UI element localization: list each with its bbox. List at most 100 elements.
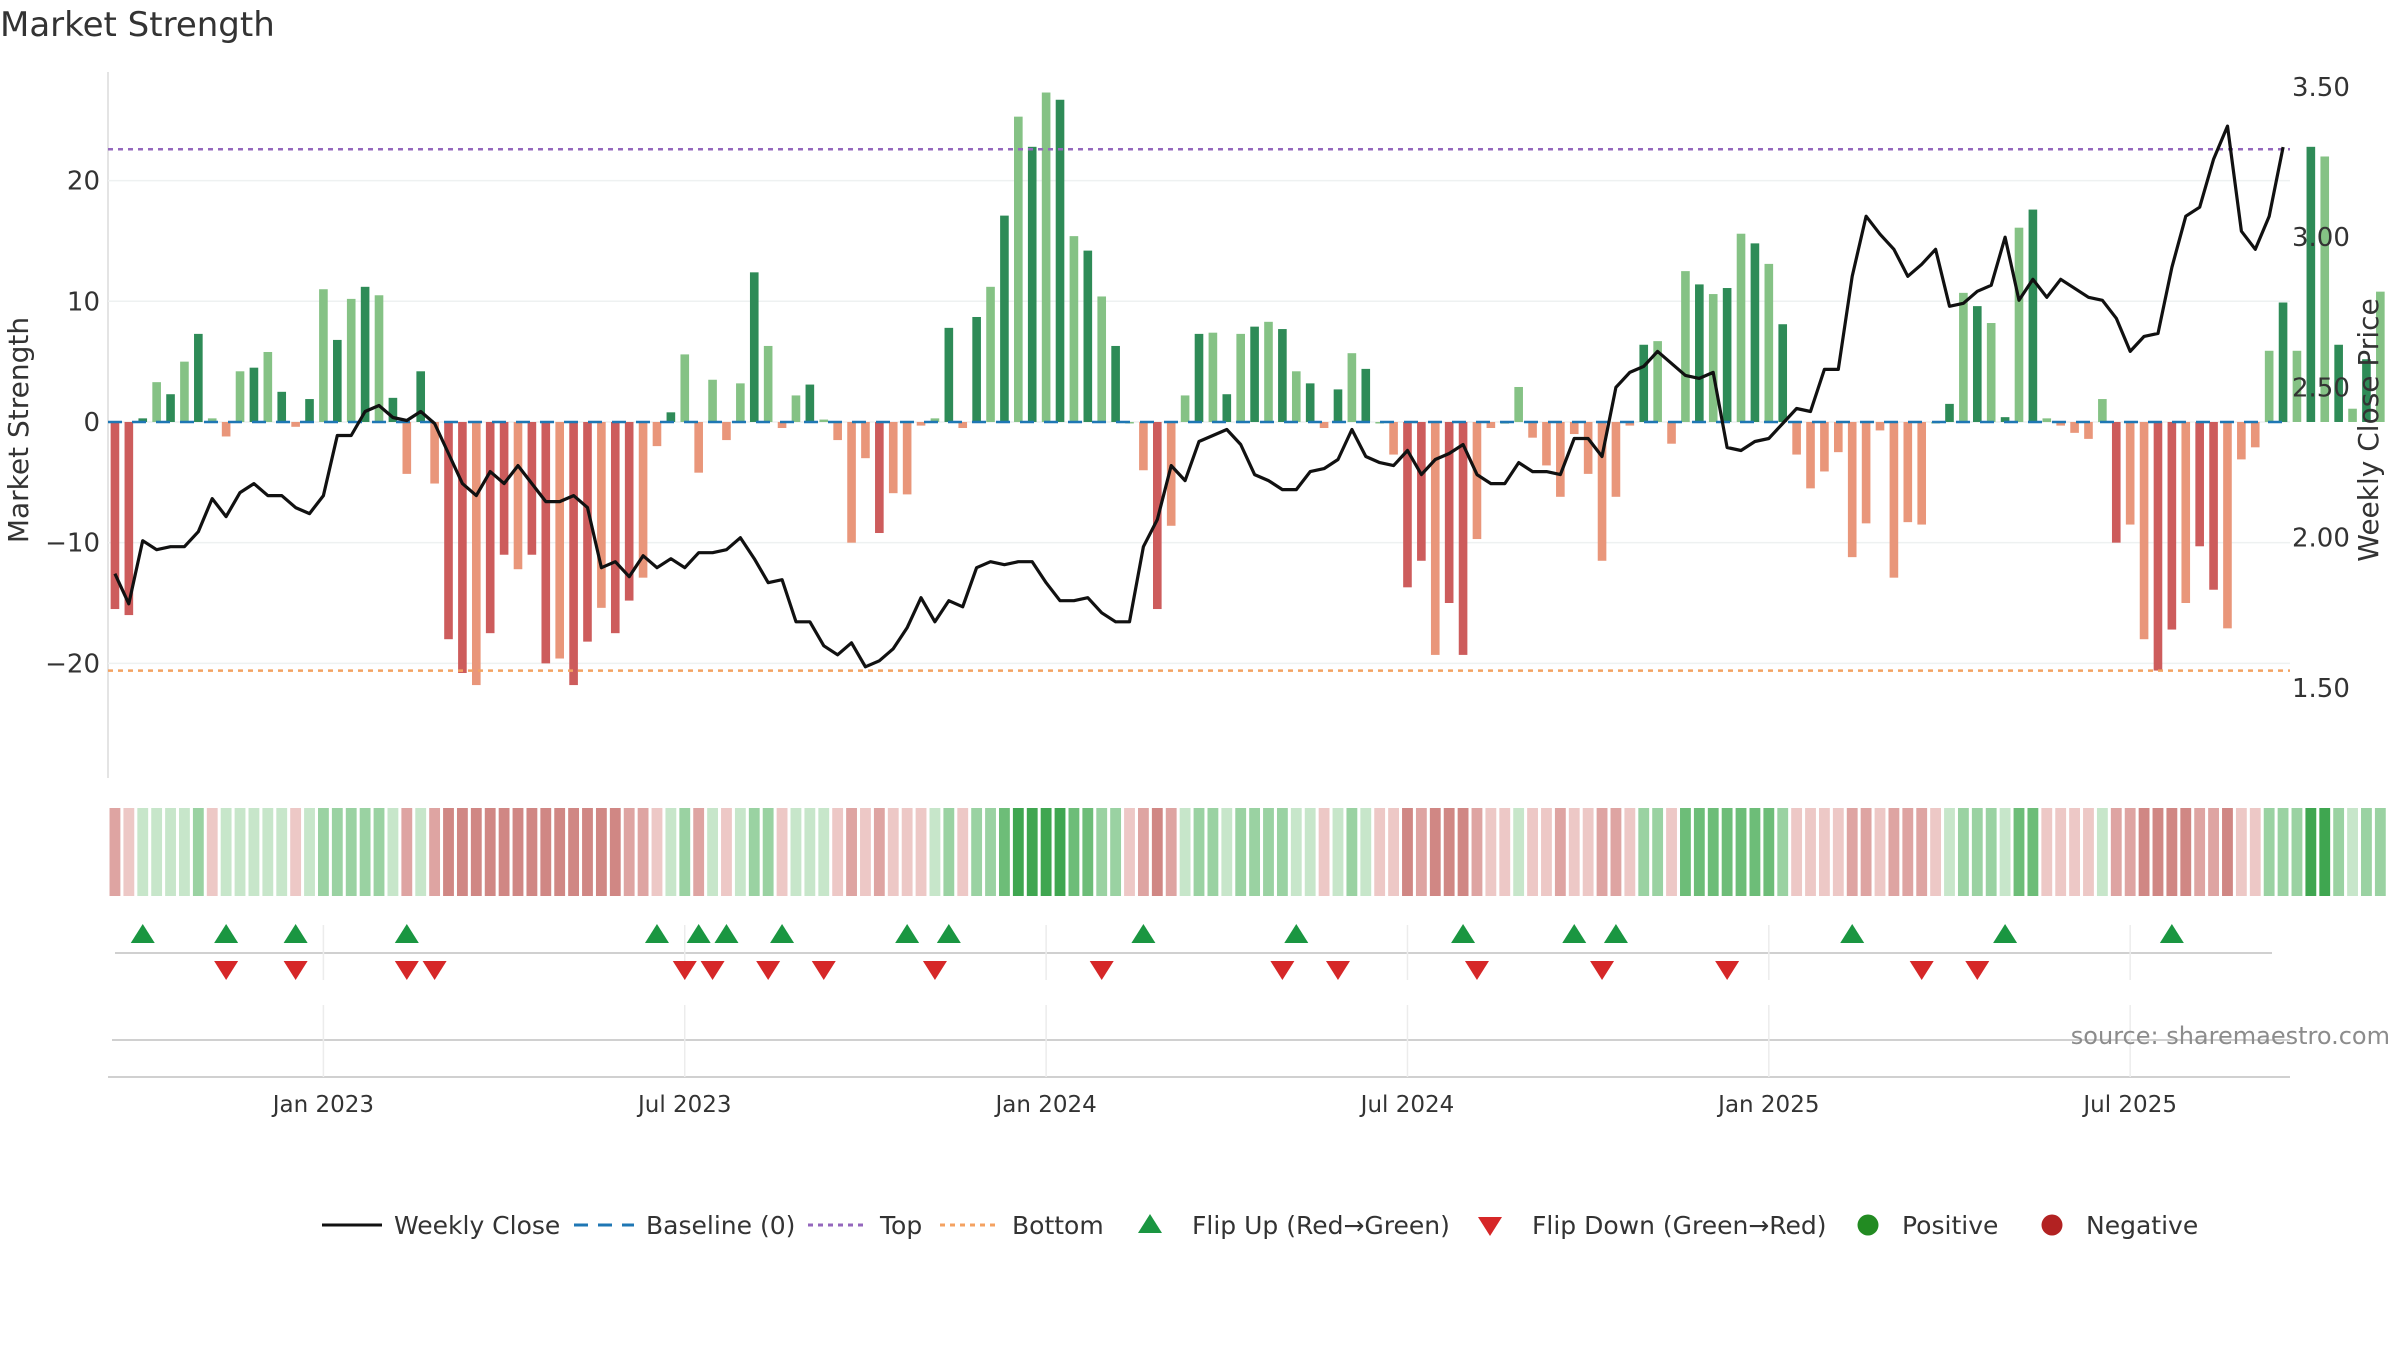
strip-cell: [179, 808, 190, 896]
strip-cell: [1415, 808, 1427, 896]
negative-bar: [597, 421, 606, 608]
strip-cell: [1763, 808, 1775, 896]
positive-bar: [791, 395, 801, 422]
negative-bar: [1486, 421, 1496, 429]
strip-cell: [262, 808, 274, 896]
strip-cell: [1541, 808, 1552, 896]
chart-title: Market Strength: [0, 5, 275, 45]
strip-cell: [1624, 808, 1636, 896]
positive-bar: [1264, 321, 1273, 422]
strip-cell: [1179, 808, 1191, 896]
flip-down-marker: [1590, 961, 1615, 980]
x-axis-ticks: Jan 2023 Jul 2023 Jan 2024 Jul 2024 Jan 2025…: [108, 1005, 2290, 1118]
flip-down-marker: [672, 961, 697, 980]
strip-cell: [415, 808, 427, 896]
left-tick-label: 0: [83, 408, 100, 438]
strip-cell: [1068, 808, 1080, 896]
strip-cell: [137, 808, 149, 896]
positive-bar: [1972, 306, 1982, 422]
strip-cell: [206, 808, 218, 896]
strip-cell: [1290, 808, 1302, 896]
positive-bar: [1111, 345, 1120, 422]
flip-down-marker: [1965, 961, 1990, 980]
positive-bar: [2014, 227, 2024, 422]
strip-cell: [957, 808, 969, 896]
negative-bar: [1458, 421, 1468, 655]
positive-bar: [2376, 291, 2385, 422]
positive-bar: [305, 399, 314, 422]
positive-bar: [763, 345, 773, 422]
right-tick-label: 3.00: [2292, 223, 2350, 253]
negative-bar: [513, 421, 523, 570]
flip-up-marker: [283, 924, 308, 943]
negative-bar: [1542, 421, 1551, 466]
positive-bar: [1097, 296, 1107, 422]
negative-bar: [471, 421, 481, 686]
strip-cell: [623, 808, 635, 896]
strip-cell: [1735, 808, 1747, 896]
strip-cell: [595, 808, 607, 896]
positive-bar: [138, 418, 148, 422]
left-axis-ticks: 20 10 0 −10 −20: [45, 167, 100, 680]
strip-cell: [734, 808, 746, 896]
negative-bar: [652, 421, 662, 447]
negative-bar: [583, 421, 592, 642]
positive-bar: [1041, 92, 1051, 422]
strip-cell: [901, 808, 913, 896]
strip-cell: [470, 808, 482, 896]
strip-cell: [915, 808, 927, 896]
positive-bar: [277, 391, 287, 422]
positive-bar: [194, 333, 203, 422]
left-tick-label: 20: [67, 167, 100, 197]
positive-bar: [666, 412, 676, 422]
left-tick-label: 10: [67, 287, 100, 317]
positive-bar: [1180, 395, 1190, 422]
negative-bar: [124, 421, 134, 616]
negative-bar: [402, 421, 412, 474]
strip-cell: [693, 808, 705, 896]
strip-cell: [2249, 808, 2261, 896]
positive-bar: [374, 295, 384, 422]
positive-bar: [1055, 99, 1065, 422]
negative-bar: [1472, 421, 1482, 540]
strip-cell: [345, 808, 357, 896]
strip-cell: [971, 808, 983, 896]
x-tick-label: Jan 2023: [271, 1092, 374, 1118]
flip-down-marker: [1715, 961, 1740, 980]
positive-bar: [736, 383, 745, 422]
negative-bar: [1667, 421, 1676, 444]
legend-swatch: [1138, 1214, 1162, 1233]
flip-up-marker: [1993, 924, 2018, 943]
positive-bar: [1736, 233, 1746, 422]
flip-down-marker: [214, 961, 239, 980]
strip-cell: [1846, 808, 1858, 896]
positive-bar: [1291, 371, 1301, 422]
positive-bar: [1639, 344, 1649, 422]
left-tick-label: −10: [45, 529, 100, 559]
strip-cell: [1860, 808, 1872, 896]
positive-bar: [263, 351, 273, 422]
right-axis-label: Weekly Close Price: [2352, 298, 2385, 561]
strip-cell: [1791, 808, 1803, 896]
positive-bar: [2334, 344, 2343, 422]
negative-bar: [2195, 421, 2204, 547]
strip-cell: [1388, 808, 1399, 896]
negative-bar: [777, 421, 787, 429]
reference-lines: [108, 147, 2290, 672]
strip-cell: [1263, 808, 1274, 896]
positive-bar: [1750, 243, 1760, 422]
positive-bar: [2000, 417, 2010, 422]
strip-cell: [456, 808, 468, 896]
strip-cell: [2124, 808, 2136, 896]
strip-cell: [1012, 808, 1024, 896]
strip-cell: [331, 808, 343, 896]
strip-cell: [248, 808, 260, 896]
negative-bar: [1806, 421, 1815, 489]
positive-bar: [1375, 421, 1384, 424]
negative-bar: [1319, 421, 1329, 429]
strip-cell: [2152, 808, 2164, 896]
negative-bar: [541, 421, 551, 664]
strip-cell: [1930, 808, 1942, 896]
strip-cell: [860, 808, 871, 896]
positive-bar: [2264, 350, 2274, 422]
